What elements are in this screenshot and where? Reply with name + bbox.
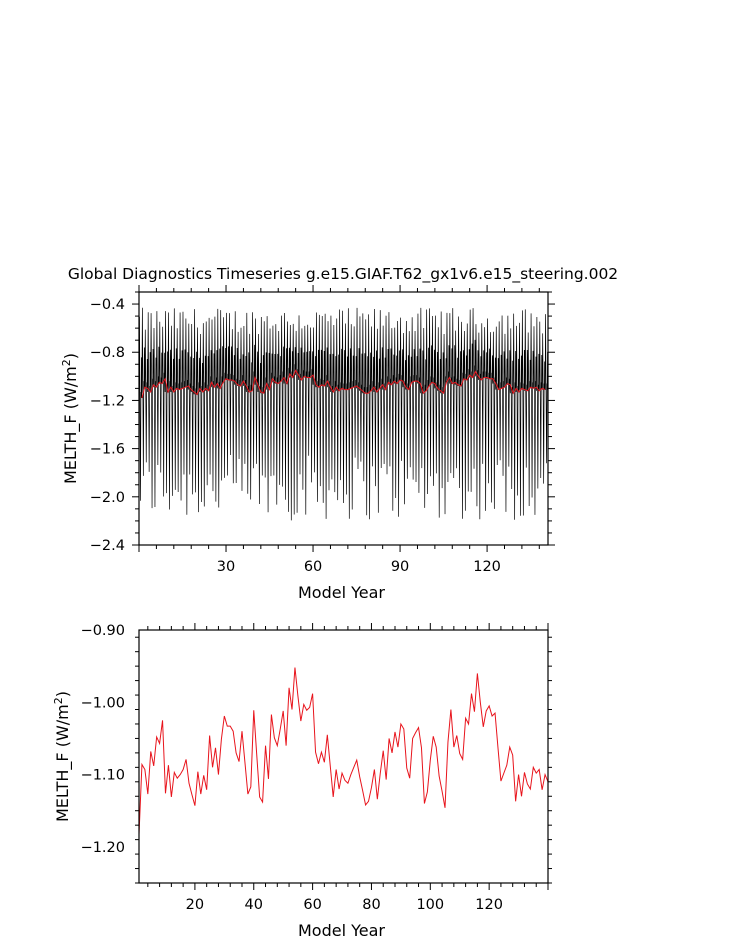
monthly-series-line bbox=[139, 307, 548, 521]
x-tick-label: 60 bbox=[303, 897, 321, 913]
plot-frame bbox=[138, 291, 549, 546]
y-tick-label: −1.2 bbox=[90, 393, 125, 409]
y-axis-label: MELTH_F (W/m2) bbox=[52, 691, 73, 822]
y-tick-label: −1.20 bbox=[81, 840, 125, 856]
x-tick-label: 60 bbox=[304, 559, 322, 575]
y-tick-label: −1.10 bbox=[81, 768, 125, 784]
x-tick-label: 100 bbox=[416, 897, 444, 913]
bottom-panel: 20 40 60 80 100 120 −1.20 −1.10 −1.00 −0.90 Model … bbox=[52, 623, 552, 940]
x-tick-label: 90 bbox=[391, 559, 409, 575]
annual-mean-series-line bbox=[139, 667, 548, 835]
x-tick-label: 20 bbox=[186, 897, 204, 913]
x-tick-label: 80 bbox=[362, 897, 380, 913]
x-tick-label: 120 bbox=[473, 559, 501, 575]
y-tick-label: −2.0 bbox=[90, 490, 125, 506]
x-tick-label: 40 bbox=[245, 897, 263, 913]
y-axis-label: MELTH_F (W/m2) bbox=[60, 353, 81, 484]
x-tick-label: 120 bbox=[475, 897, 503, 913]
y-tick-label: −0.8 bbox=[90, 345, 125, 361]
x-axis-label: Model Year bbox=[298, 583, 385, 602]
top-panel: 30 60 90 120 −2.4 −2.0 −1.6 −1.2 −0.8 −0.4 Model Y… bbox=[60, 285, 555, 602]
y-tick-label: −0.90 bbox=[81, 623, 125, 639]
chart-title: Global Diagnostics Timeseries g.e15.GIAF… bbox=[68, 265, 618, 284]
y-tick-label: −1.6 bbox=[90, 442, 125, 458]
plot-frame bbox=[138, 629, 549, 884]
y-tick-label: −2.4 bbox=[90, 538, 125, 554]
x-axis-label: Model Year bbox=[298, 921, 385, 940]
y-tick-label: −1.00 bbox=[81, 695, 125, 711]
x-tick-label: 30 bbox=[217, 559, 235, 575]
y-tick-label: −0.4 bbox=[90, 297, 125, 313]
annual-mean-series-line bbox=[141, 369, 546, 399]
